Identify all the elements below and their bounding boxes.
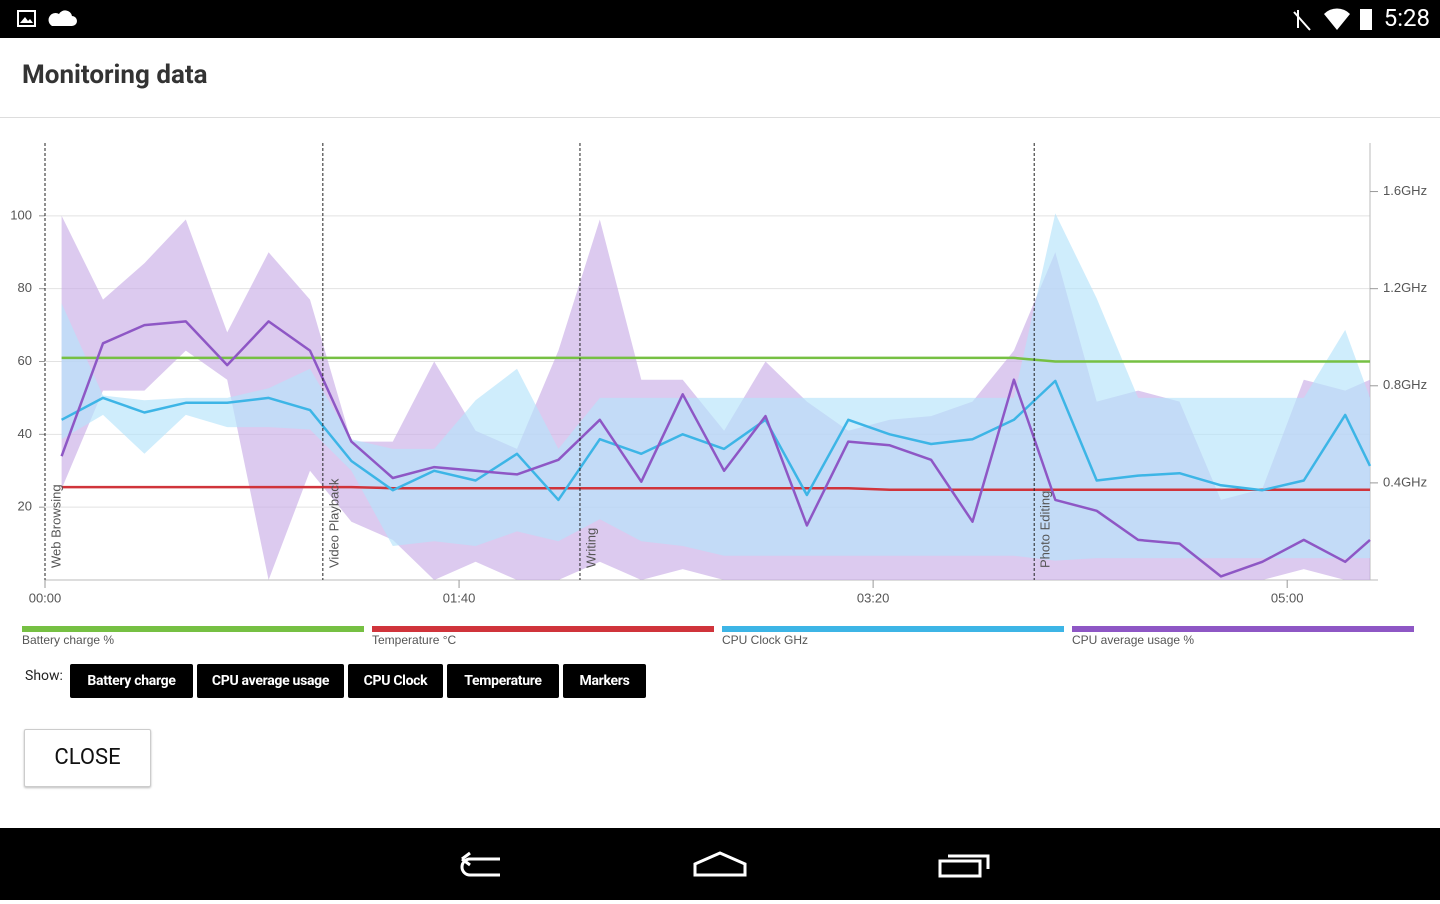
- legend-label: Temperature °C: [372, 633, 456, 647]
- series-line: [61, 356, 1370, 363]
- legend-label: CPU average usage %: [1072, 633, 1194, 647]
- legend-label: CPU Clock GHz: [722, 633, 808, 647]
- legend-swatch: [372, 626, 714, 632]
- chart: 20 40 60 80 100 0.4GHz 0.8GHz 1.2GHz 1.6GHz 00:00…: [10, 143, 1427, 647]
- y-tick-label: 60: [18, 353, 32, 368]
- x-tick-label: 03:20: [857, 590, 890, 605]
- nav-icons: [460, 851, 990, 878]
- close-button[interactable]: CLOSE: [24, 729, 151, 787]
- y-tick-label: 40: [18, 426, 32, 441]
- series-line: [60, 320, 1371, 578]
- toggle-button[interactable]: Markers: [563, 664, 646, 698]
- series-line: [61, 379, 1372, 502]
- clock: 5:28: [1383, 4, 1430, 32]
- legend-swatch: [1072, 626, 1414, 632]
- y2-tick-label: 0.8GHz: [1383, 377, 1427, 392]
- marker-label: Video Playback: [326, 478, 341, 568]
- y2-tick-label: 1.2GHz: [1383, 280, 1427, 295]
- legend-swatch: [22, 626, 364, 632]
- y-tick-label: 80: [18, 280, 32, 295]
- toggle-button[interactable]: CPU Clock: [348, 664, 443, 698]
- x-tick-label: 05:00: [1271, 590, 1304, 605]
- x-tick-label: 01:40: [443, 590, 476, 605]
- toggle-button[interactable]: CPU average usage: [197, 664, 344, 698]
- marker-label: Web Browsing: [48, 484, 63, 568]
- dialog-title: Monitoring data: [22, 60, 208, 90]
- status-right-icons: [1293, 8, 1372, 31]
- toggle-button[interactable]: Temperature: [447, 664, 559, 698]
- legend-label: Battery charge %: [22, 633, 114, 647]
- series-line: [61, 485, 1370, 491]
- separator: [0, 117, 1440, 118]
- toggle-button[interactable]: Battery charge: [70, 664, 193, 698]
- show-label: Show:: [25, 668, 63, 684]
- x-tick-label: 00:00: [29, 590, 62, 605]
- y2-tick-label: 0.4GHz: [1383, 474, 1427, 489]
- status-bar: 5:28: [0, 0, 1440, 38]
- y2-tick-label: 1.6GHz: [1383, 183, 1427, 198]
- status-icons: [17, 10, 77, 27]
- nav-bar: [0, 828, 1440, 900]
- y-tick-label: 20: [18, 499, 32, 514]
- y-tick-label: 100: [10, 207, 32, 222]
- marker-label: Photo Editing: [1038, 491, 1053, 568]
- legend-swatch: [722, 626, 1064, 632]
- marker-label: Writing: [583, 528, 598, 568]
